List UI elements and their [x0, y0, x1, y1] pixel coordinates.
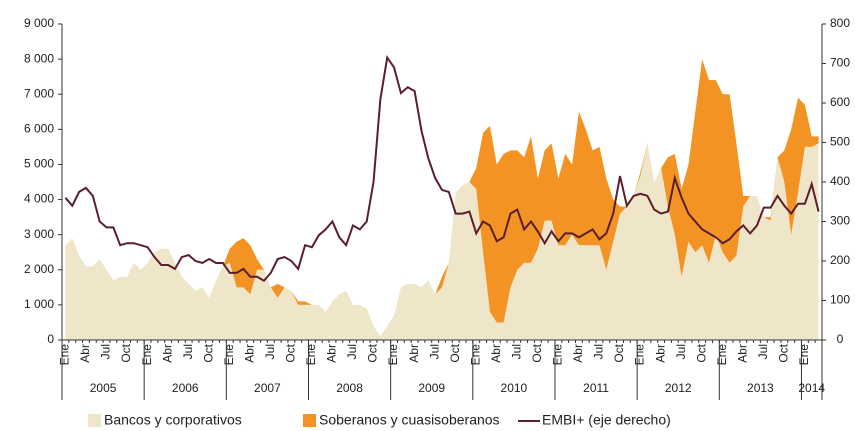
x-tick-label: Abr: [242, 344, 256, 363]
area: [65, 59, 819, 337]
y2-tick-label: 400: [830, 174, 850, 188]
x-tick-label: Ene: [386, 344, 400, 366]
legend-label: Soberanos y cuasisoberanos: [319, 412, 500, 428]
x-tick-label: Ene: [58, 344, 72, 366]
y-tick-label: 3 000: [24, 227, 54, 241]
x-tick-label: Abr: [653, 344, 667, 363]
x-tick-label: Oct: [448, 343, 462, 362]
x-tick-label: Jul: [756, 344, 770, 359]
x-tick-label: Jul: [427, 344, 441, 359]
year-label: 2014: [798, 381, 825, 395]
y2-tick-label: 500: [830, 135, 850, 149]
year-label: 2012: [665, 381, 692, 395]
legend-swatch: [88, 414, 101, 427]
y2-tick-label: 200: [830, 253, 850, 267]
year-label: 2013: [747, 381, 774, 395]
y-tick-label: 8 000: [24, 51, 54, 65]
x-tick-label: Abr: [489, 344, 503, 363]
year-label: 2006: [172, 381, 199, 395]
area: [65, 143, 819, 340]
x-tick-label: Oct: [284, 343, 298, 362]
y-tick-label: 6 000: [24, 122, 54, 136]
year-label: 2008: [336, 381, 363, 395]
y-tick-label: 7 000: [24, 86, 54, 100]
x-tick-label: Jul: [592, 344, 606, 359]
y-tick-label: 9 000: [24, 16, 54, 30]
year-label: 2010: [501, 381, 528, 395]
x-tick-label: Abr: [407, 344, 421, 363]
x-tick-label: Jul: [345, 344, 359, 359]
x-tick-label: Ene: [468, 344, 482, 366]
y2-tick-label: 0: [837, 332, 844, 346]
x-tick-label: Oct: [119, 343, 133, 362]
x-tick-label: Jul: [509, 344, 523, 359]
year-label: 2007: [254, 381, 281, 395]
x-tick-label: Jul: [99, 344, 113, 359]
x-tick-label: Jul: [181, 344, 195, 359]
y2-tick-label: 700: [830, 56, 850, 70]
y2-tick-label: 800: [830, 16, 850, 30]
line: [64, 54, 820, 283]
year-label: 2011: [583, 381, 609, 395]
x-tick-label: Ene: [551, 344, 565, 366]
legend-swatch: [303, 414, 316, 427]
x-tick-label: Oct: [530, 343, 544, 362]
x-tick-label: Abr: [160, 344, 174, 363]
x-tick-label: Ene: [140, 344, 154, 366]
y-tick-label: 2 000: [24, 262, 54, 276]
year-label: 2009: [418, 381, 445, 395]
y-tick-label: 1 000: [24, 297, 54, 311]
y2-tick-label: 600: [830, 95, 850, 109]
x-tick-label: Jul: [674, 344, 688, 359]
x-tick-label: Oct: [777, 343, 791, 362]
x-tick-label: Ene: [797, 344, 811, 366]
x-tick-label: Oct: [612, 343, 626, 362]
x-tick-label: Oct: [201, 343, 215, 362]
y2-tick-label: 300: [830, 214, 850, 228]
x-tick-label: Abr: [78, 344, 92, 363]
y2-tick-label: 100: [830, 293, 850, 307]
x-tick-label: Ene: [715, 344, 729, 366]
x-tick-label: Abr: [571, 344, 585, 363]
y-tick-label: 0: [47, 332, 54, 346]
legend-label: EMBI+ (eje derecho): [542, 412, 671, 428]
x-tick-label: Abr: [735, 344, 749, 363]
y-tick-label: 5 000: [24, 157, 54, 171]
x-tick-label: Jul: [263, 344, 277, 359]
x-tick-label: Oct: [366, 343, 380, 362]
x-tick-label: Abr: [325, 344, 339, 363]
x-tick-label: Ene: [222, 344, 236, 366]
x-tick-label: Ene: [304, 344, 318, 366]
year-label: 2005: [90, 381, 117, 395]
y-tick-label: 4 000: [24, 192, 54, 206]
x-tick-label: Ene: [633, 344, 647, 366]
x-tick-label: Oct: [694, 343, 708, 362]
legend-label: Bancos y corporativos: [104, 412, 242, 428]
